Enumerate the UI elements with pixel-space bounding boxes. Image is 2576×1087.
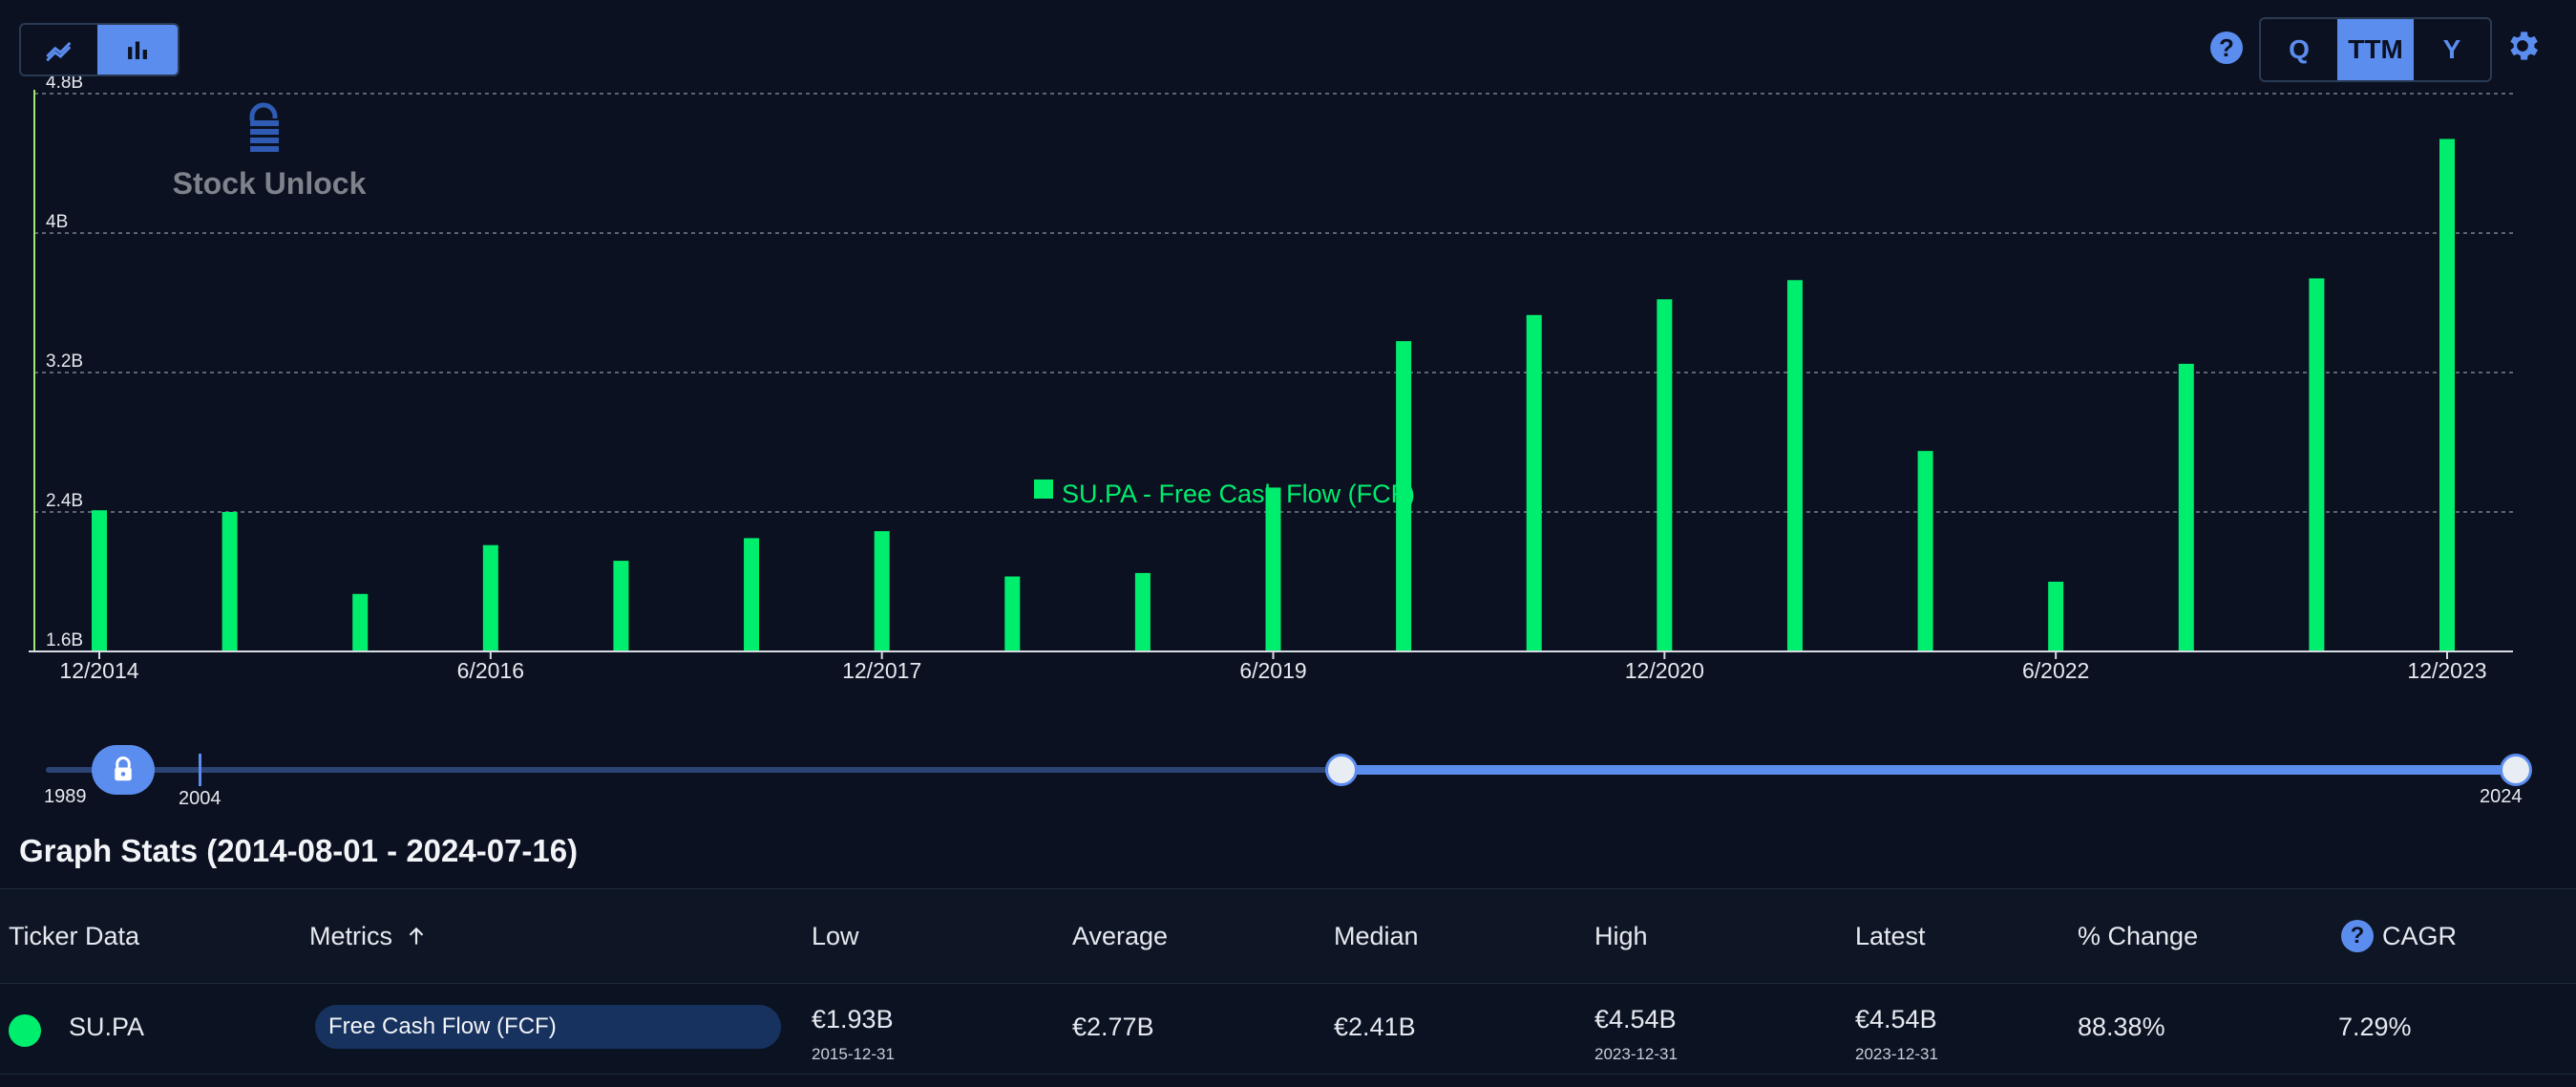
- chart-bar: [482, 544, 498, 651]
- help-icon[interactable]: ?: [2210, 32, 2243, 64]
- slider-end-handle[interactable]: [2500, 754, 2532, 786]
- chart-bar: [2439, 139, 2455, 651]
- header-latest[interactable]: Latest: [1855, 922, 1926, 950]
- header-change[interactable]: % Change: [2078, 922, 2199, 950]
- chart-bar: [613, 561, 629, 651]
- slider-lock-marker: [199, 754, 201, 786]
- change-value: 88.38%: [2078, 1012, 2165, 1041]
- stock-unlock-logo-icon: [249, 102, 279, 152]
- x-tick-label: 12/2014: [59, 658, 138, 683]
- latest-value: €4.54B: [1855, 1005, 1937, 1034]
- header-cagr[interactable]: CAGR: [2382, 922, 2458, 950]
- help-icon[interactable]: ?: [2341, 920, 2374, 952]
- y-tick-label: 4B: [46, 212, 68, 232]
- chart-bar: [1396, 341, 1412, 651]
- chart-bar: [92, 510, 107, 651]
- ticker-color-dot: [9, 1014, 41, 1047]
- chart-bar: [874, 531, 890, 651]
- slider-start-handle[interactable]: [1325, 754, 1358, 786]
- slider-selected-range[interactable]: [1339, 765, 2513, 775]
- lock-icon[interactable]: [92, 745, 155, 795]
- x-tick-label: 6/2022: [2022, 658, 2089, 683]
- date-range-slider[interactable]: 1989 2004 2024: [0, 740, 2576, 817]
- line-chart-icon: [46, 41, 72, 62]
- chart-legend[interactable]: SU.PA - Free Cash Flow (FCF): [1034, 480, 1415, 508]
- high-date: 2023-12-31: [1594, 1045, 1678, 1063]
- chart-bar: [1004, 576, 1021, 651]
- period-y-button[interactable]: Y: [2442, 34, 2461, 64]
- header-median[interactable]: Median: [1334, 922, 1419, 950]
- line-chart-button[interactable]: [21, 25, 97, 75]
- graph-stats-title: Graph Stats (2014-08-01 - 2024-07-16): [19, 833, 579, 868]
- header-average[interactable]: Average: [1072, 922, 1169, 950]
- chart-bar: [222, 512, 238, 651]
- x-tick-label: 12/2020: [1625, 658, 1704, 683]
- chart-bar: [1134, 572, 1151, 651]
- header-high[interactable]: High: [1594, 922, 1648, 950]
- slider-track[interactable]: [46, 767, 2513, 773]
- slider-lock-label: 2004: [179, 788, 222, 809]
- table-row: SU.PA Free Cash Flow (FCF) €1.93B 2015-1…: [0, 984, 2576, 1075]
- x-tick-label: 12/2023: [2407, 658, 2486, 683]
- chart-bar: [2309, 278, 2325, 651]
- header-ticker[interactable]: Ticker Data: [9, 922, 140, 950]
- x-tick-label: 12/2017: [842, 658, 921, 683]
- header-metrics[interactable]: Metrics: [309, 922, 429, 951]
- slider-max-label: 2024: [2480, 786, 2523, 807]
- legend-label: SU.PA - Free Cash Flow (FCF): [1062, 480, 1415, 508]
- y-tick-label: 4.8B: [46, 76, 83, 93]
- watermark-text: Stock Unlock: [173, 166, 367, 201]
- header-low[interactable]: Low: [812, 922, 859, 950]
- chart-bar: [1526, 314, 1542, 651]
- period-q-button[interactable]: Q: [2289, 34, 2310, 64]
- bar-chart-icon: [128, 41, 147, 59]
- period-ttm-button[interactable]: TTM: [2337, 19, 2414, 80]
- ticker-symbol[interactable]: SU.PA: [69, 1012, 145, 1041]
- chart-bar: [2178, 363, 2194, 651]
- low-value: €1.93B: [812, 1005, 894, 1034]
- chart-type-toggle: [19, 23, 179, 76]
- x-tick-label: 6/2016: [457, 658, 524, 683]
- cagr-value: 7.29%: [2338, 1012, 2412, 1041]
- fcf-bar-chart: Stock Unlock 1.6B 2.4B 3.2B 4B 4.8B 12/2014 6/…: [29, 76, 2513, 683]
- period-selector: Q TTM Y: [2259, 17, 2492, 82]
- bar-chart-button[interactable]: [97, 25, 178, 75]
- chart-bar: [744, 538, 760, 651]
- y-tick-label: 2.4B: [46, 491, 83, 511]
- chart-bar: [1786, 280, 1803, 651]
- chart-bar: [1265, 487, 1281, 651]
- chart-bar: [352, 593, 369, 651]
- header-metrics-label: Metrics: [309, 922, 392, 950]
- average-value: €2.77B: [1072, 1012, 1154, 1041]
- stats-table-header: Ticker Data Metrics Low Average Median H…: [0, 888, 2576, 984]
- metric-pill[interactable]: Free Cash Flow (FCF): [315, 1005, 781, 1049]
- chart-bar: [1657, 299, 1673, 651]
- x-tick-label: 6/2019: [1239, 658, 1306, 683]
- y-tick-label: 3.2B: [46, 352, 83, 372]
- median-value: €2.41B: [1334, 1012, 1416, 1041]
- chart-bar: [2048, 582, 2064, 651]
- latest-date: 2023-12-31: [1855, 1045, 1938, 1063]
- low-date: 2015-12-31: [812, 1045, 895, 1063]
- stock-unlock-watermark: Stock Unlock: [173, 102, 367, 201]
- high-value: €4.54B: [1594, 1005, 1677, 1034]
- y-tick-label: 1.6B: [46, 630, 83, 650]
- slider-min-label: 1989: [44, 786, 87, 807]
- chart-bar: [1917, 451, 1933, 651]
- stats-table: Ticker Data Metrics Low Average Median H…: [0, 888, 2576, 1075]
- sort-ascending-icon: [409, 927, 423, 945]
- gear-icon[interactable]: [2503, 27, 2542, 65]
- legend-swatch: [1034, 480, 1053, 499]
